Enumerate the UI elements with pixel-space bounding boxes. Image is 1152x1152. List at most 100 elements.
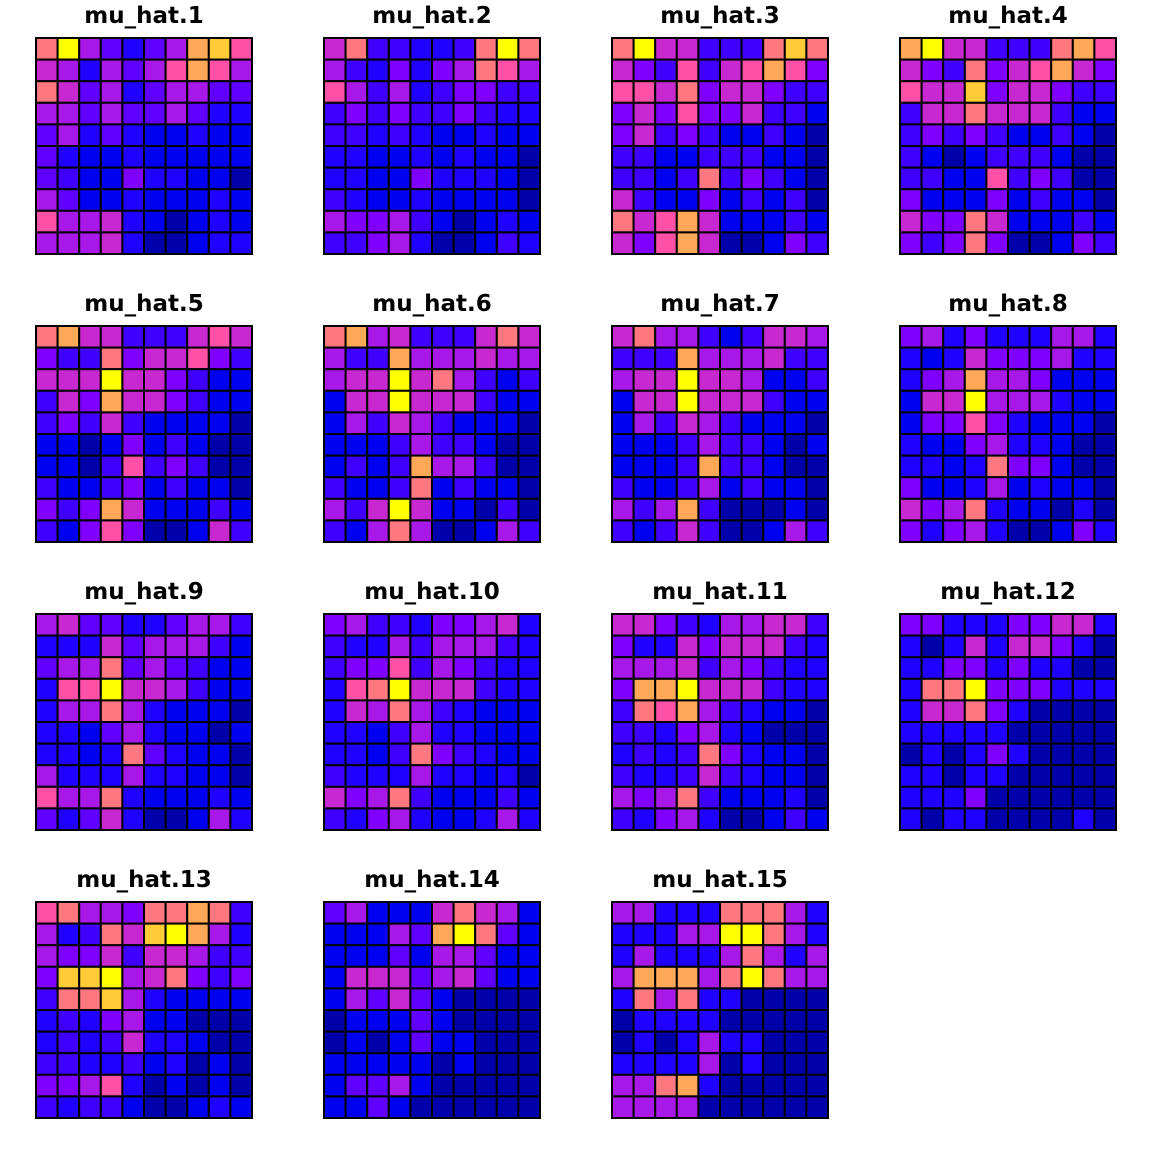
heatmap-cell [431,411,455,436]
heatmap-cell [675,325,700,349]
heatmap-cell [474,721,498,745]
heatmap-cell [611,476,635,500]
heatmap-cell [366,721,390,745]
heatmap-cell [229,519,253,543]
heatmap-cell [99,699,124,724]
heatmap-cell [1050,37,1074,61]
heatmap-cell [985,209,1010,234]
heatmap-cell [805,411,829,436]
heatmap-cell [121,101,146,126]
heatmap-cell [1093,58,1117,83]
heatmap-cell [431,1052,455,1076]
heatmap-cell [675,1095,700,1119]
heatmap-cell [675,677,700,702]
heatmap-cell [143,987,167,1012]
heatmap-cell [229,901,253,925]
heatmap-cell [323,965,347,990]
heatmap-cell [719,80,743,104]
heatmap-cell [719,965,743,990]
heatmap-cell [387,188,412,212]
heatmap-cell [719,188,743,212]
heatmap-cell [1071,497,1096,522]
heatmap-cell [740,965,765,990]
heatmap-cell [323,188,347,212]
heatmap-cell [452,965,477,990]
heatmap-cell [675,519,700,543]
heatmap-cell [740,656,765,680]
heatmap-cell [56,1009,81,1033]
heatmap-cell [697,497,722,522]
heatmap [35,613,253,831]
heatmap-cell [783,987,808,1012]
heatmap-cell [164,123,189,148]
heatmap-cell [323,1073,347,1098]
heatmap-cell [344,922,369,947]
heatmap-cell [323,677,347,702]
heatmap-cell [654,231,678,255]
heatmap-cell [611,497,635,522]
heatmap-cell [675,145,700,169]
heatmap-cell [323,411,347,436]
heatmap-cell [186,1009,210,1033]
heatmap-cell [78,944,102,968]
heatmap-cell [805,1009,829,1033]
heatmap-cell [1007,656,1031,680]
heatmap-cell [121,58,146,83]
heatmap-cell [99,188,124,212]
heatmap-cell [229,209,253,234]
heatmap-cell [697,656,722,680]
heatmap-cell [920,37,945,61]
heatmap-cell [963,476,988,500]
heatmap-cell [783,613,808,637]
heatmap-cell [431,231,455,255]
heatmap-cell [654,1073,678,1098]
heatmap-cell [387,742,412,767]
heatmap-cell [229,656,253,680]
heatmap-cell [805,1095,829,1119]
heatmap-cell [143,1073,167,1098]
heatmap-cell [783,58,808,83]
heatmap-cell [35,411,59,436]
heatmap-cell [1007,476,1031,500]
heatmap-cell [186,785,210,810]
heatmap-cell [899,699,923,724]
heatmap-cell [409,145,434,169]
heatmap-cell [323,433,347,457]
heatmap-cell [1093,209,1117,234]
heatmap-cell [121,807,146,831]
heatmap-cell [99,742,124,767]
heatmap-cell [899,677,923,702]
heatmap-cell [121,411,146,436]
heatmap-cell [517,145,541,169]
heatmap-cell [323,145,347,169]
heatmap-cell [632,37,657,61]
heatmap-cell [654,368,678,392]
heatmap-cell [56,209,81,234]
heatmap-cell [1071,325,1096,349]
heatmap-cell [186,80,210,104]
heatmap-cell [35,101,59,126]
heatmap-cell [186,656,210,680]
heatmap-cell [409,346,434,371]
heatmap-cell [1093,346,1117,371]
heatmap-cell [78,987,102,1012]
heatmap-cell [942,721,966,745]
heatmap-cell [675,101,700,126]
heatmap-cell [762,1052,786,1076]
heatmap-cell [207,699,232,724]
heatmap-cell [1050,613,1074,637]
heatmap-cell [121,742,146,767]
heatmap-cell [675,37,700,61]
heatmap-cell [452,764,477,788]
heatmap-cell [517,742,541,767]
heatmap-cell [344,123,369,148]
heatmap-cell [143,476,167,500]
heatmap-cell [431,965,455,990]
heatmap-cell [1050,166,1074,191]
heatmap-cell [207,944,232,968]
heatmap-cell [366,634,390,659]
heatmap-cell [1071,80,1096,104]
heatmap-cell [899,346,923,371]
heatmap-cell [366,325,390,349]
heatmap-cell [985,325,1010,349]
